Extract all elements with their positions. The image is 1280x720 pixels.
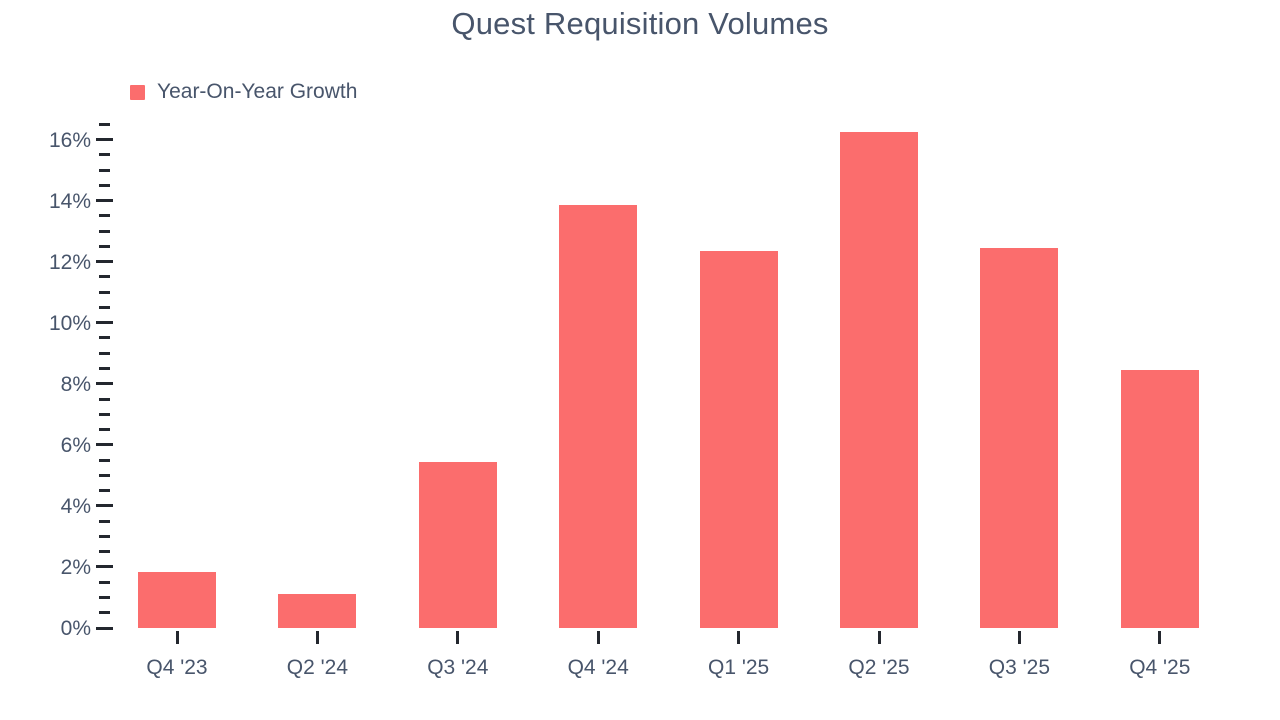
y-axis-tick-minor — [99, 550, 110, 554]
y-axis-tick-minor — [99, 580, 110, 584]
y-axis-tick-major — [96, 565, 113, 569]
x-axis-tick — [1017, 631, 1021, 644]
x-axis-label: Q3 '25 — [988, 656, 1050, 679]
bar-q325[interactable] — [980, 247, 1059, 628]
legend-item-label: Year-On-Year Growth — [157, 80, 358, 103]
y-axis-label: 16% — [48, 128, 91, 152]
x-axis-tick — [737, 631, 741, 644]
y-axis-tick-minor — [99, 611, 110, 615]
x-axis-tick — [456, 631, 460, 644]
bar-q224[interactable] — [278, 594, 357, 628]
x-axis-label: Q2 '25 — [848, 656, 910, 679]
y-axis-tick-minor — [99, 397, 110, 401]
x-axis-label: Q4 '24 — [567, 656, 629, 679]
y-axis-tick-minor — [99, 214, 110, 218]
y-axis-tick-minor — [99, 183, 110, 187]
chart-legend: Year-On-Year Growth — [130, 78, 357, 106]
x-axis-label: Q1 '25 — [707, 656, 770, 679]
y-axis-label: 8% — [60, 372, 91, 396]
y-axis-tick-minor — [99, 534, 110, 538]
y-axis-tick-minor — [99, 244, 110, 248]
y-axis-label: 14% — [48, 189, 91, 213]
y-axis-tick-minor — [99, 366, 110, 370]
y-axis-tick-minor — [99, 473, 110, 477]
y-axis-tick-minor — [99, 305, 110, 309]
x-axis-tick — [175, 631, 179, 644]
x-axis-tick — [877, 631, 881, 644]
y-axis-tick-minor — [99, 168, 110, 172]
y-axis-tick-minor — [99, 336, 110, 340]
x-axis-tick — [1158, 631, 1162, 644]
legend-swatch-icon — [130, 84, 145, 100]
y-axis-label: 2% — [60, 555, 91, 579]
y-axis-tick-minor — [99, 519, 110, 523]
x-axis-tick — [315, 631, 319, 644]
y-axis-tick-major — [96, 626, 113, 630]
y-axis-tick-minor — [99, 229, 110, 233]
bar-q425[interactable] — [1120, 370, 1199, 628]
y-axis-tick-major — [96, 443, 113, 447]
bar-q225[interactable] — [840, 131, 918, 628]
x-axis-tick — [596, 631, 600, 644]
x-axis-label: Q3 '24 — [427, 656, 489, 679]
y-axis-tick-minor — [99, 458, 110, 462]
y-axis-tick-minor — [99, 153, 110, 157]
y-axis-tick-minor — [99, 122, 110, 126]
bar-q125[interactable] — [699, 250, 778, 628]
bar-q423[interactable] — [138, 571, 216, 628]
y-axis-tick-minor — [99, 412, 110, 416]
y-axis-tick-major — [96, 504, 113, 508]
y-axis-label: 12% — [48, 250, 91, 274]
y-axis-tick-major — [96, 321, 113, 325]
y-axis-tick-major — [96, 199, 113, 203]
x-axis-label: Q4 '25 — [1129, 656, 1191, 679]
y-axis-tick-minor — [99, 275, 110, 279]
y-axis-label: 10% — [48, 311, 91, 335]
y-axis-tick-minor — [99, 428, 110, 432]
bar-q324[interactable] — [418, 461, 497, 628]
y-axis-tick-major — [96, 382, 113, 386]
y-axis-label: 6% — [60, 433, 91, 457]
y-axis-tick-minor — [99, 595, 110, 599]
chart-title: Quest Requisition Volumes — [451, 6, 829, 41]
y-axis-label: 0% — [60, 617, 91, 640]
x-axis-label: Q2 '24 — [286, 656, 348, 679]
y-axis-tick-major — [96, 260, 113, 264]
y-axis-tick-minor — [99, 290, 110, 294]
y-axis-tick-major — [96, 138, 113, 141]
x-axis-label: Q4 '23 — [146, 656, 208, 679]
y-axis-label: 4% — [60, 494, 91, 518]
y-axis-tick-minor — [99, 489, 110, 493]
bar-q424[interactable] — [559, 205, 638, 628]
y-axis-tick-minor — [99, 351, 110, 355]
